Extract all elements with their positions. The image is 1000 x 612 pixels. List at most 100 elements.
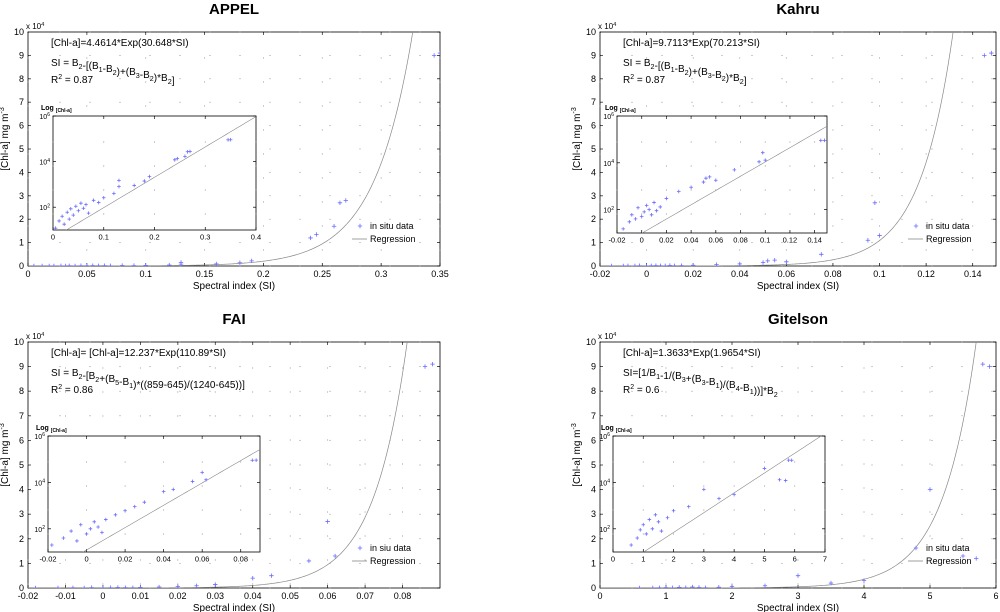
grid-dot [691, 415, 693, 417]
grid-dot [961, 562, 963, 564]
grid-dot [879, 57, 881, 59]
grid-dot [841, 148, 843, 150]
grid-dot [991, 390, 993, 392]
grid-dot [389, 341, 391, 343]
grid-dot [359, 54, 361, 56]
grid-dot [991, 171, 993, 173]
grid-dot [797, 559, 799, 561]
grid-dot [329, 390, 331, 392]
inset-data-point [630, 212, 634, 217]
grid-dot [731, 583, 733, 585]
grid-dot [991, 218, 993, 220]
grid-dot [673, 533, 675, 535]
grid-dot [879, 153, 881, 155]
y-tick-label: 0 [19, 261, 24, 271]
grid-dot [991, 31, 993, 33]
grid-dot [389, 366, 391, 368]
grid-dot [240, 461, 242, 463]
grid-dot [925, 105, 927, 107]
grid-dot [961, 513, 963, 515]
grid-dot [601, 489, 603, 491]
grid-dot [931, 31, 933, 33]
x-tick-label: 0.1 [139, 269, 152, 279]
grid-dot [59, 366, 61, 368]
x-tick-label: 0.06 [778, 269, 796, 279]
grid-dot [29, 195, 31, 197]
grid-dot [359, 439, 361, 441]
grid-dot [204, 105, 206, 107]
grid-dot [863, 583, 865, 585]
y-tick-label: 2 [591, 214, 596, 224]
grid-dot [665, 367, 667, 369]
grid-dot [863, 559, 865, 561]
x-tick-label: -0.02 [590, 269, 611, 279]
grid-dot [329, 265, 331, 267]
inset-y-label: Log [Chl-a] [605, 105, 636, 114]
x-tick-label: -0.01 [55, 591, 76, 601]
grid-dot [177, 343, 179, 345]
grid-dot [86, 485, 88, 487]
grid-dot [616, 117, 618, 119]
grid-dot [925, 153, 927, 155]
grid-dot [781, 101, 783, 103]
y-tick-label: 10 [586, 337, 596, 347]
grid-dot [89, 341, 91, 343]
grid-dot [601, 390, 603, 392]
grid-dot [163, 533, 165, 535]
grid-dot [901, 439, 903, 441]
grid-dot [119, 341, 121, 343]
x-tick-label: -0.02 [608, 236, 625, 245]
grid-dot [269, 464, 271, 466]
grid-dot [931, 366, 933, 368]
grid-dot [64, 583, 66, 585]
inset-data-point [664, 196, 669, 201]
x-tick-label: 0.06 [319, 591, 337, 601]
grid-dot [764, 189, 766, 191]
grid-dot [691, 366, 693, 368]
grid-dot [733, 533, 735, 535]
y-tick-label: 1 [591, 238, 596, 248]
grid-dot [871, 125, 873, 127]
grid-dot [995, 511, 997, 513]
grid-dot [991, 101, 993, 103]
grid-dot [299, 148, 301, 150]
inset-data-point [702, 487, 706, 492]
grid-dot [252, 367, 254, 369]
data-point [677, 585, 682, 588]
data-point [960, 553, 966, 559]
y-tick-label: 2 [19, 214, 24, 224]
legend-line-label: Regression [926, 234, 972, 244]
inset-data-point [53, 226, 58, 230]
grid-dot [811, 415, 813, 417]
grid-dot [214, 559, 216, 561]
grid-dot [289, 391, 291, 393]
data-point [828, 580, 834, 586]
grid-dot [209, 390, 211, 392]
grid-dot [439, 57, 441, 59]
inset-data-point [74, 204, 78, 209]
grid-dot [863, 439, 865, 441]
x-tick-label: 0.06 [195, 555, 210, 564]
grid-dot [763, 533, 765, 535]
grid-dot [871, 439, 873, 441]
grid-dot [239, 341, 241, 343]
grid-dot [139, 343, 141, 345]
grid-dot [364, 439, 366, 441]
grid-dot [642, 437, 644, 439]
data-point [609, 263, 614, 266]
grid-dot [380, 153, 382, 155]
y-tick-label: 8 [591, 74, 596, 84]
grid-dot [901, 390, 903, 392]
grid-dot [47, 437, 49, 439]
grid-dot [901, 54, 903, 56]
grid-dot [646, 57, 648, 59]
grid-dot [149, 54, 151, 56]
grid-dot [631, 101, 633, 103]
grid-dot [599, 81, 601, 83]
grid-dot [64, 415, 66, 417]
grid-dot [380, 249, 382, 251]
grid-dot [601, 464, 603, 466]
inset-data-point [71, 213, 76, 217]
grid-dot [289, 415, 291, 417]
x-tick-label: 0 [25, 269, 30, 279]
